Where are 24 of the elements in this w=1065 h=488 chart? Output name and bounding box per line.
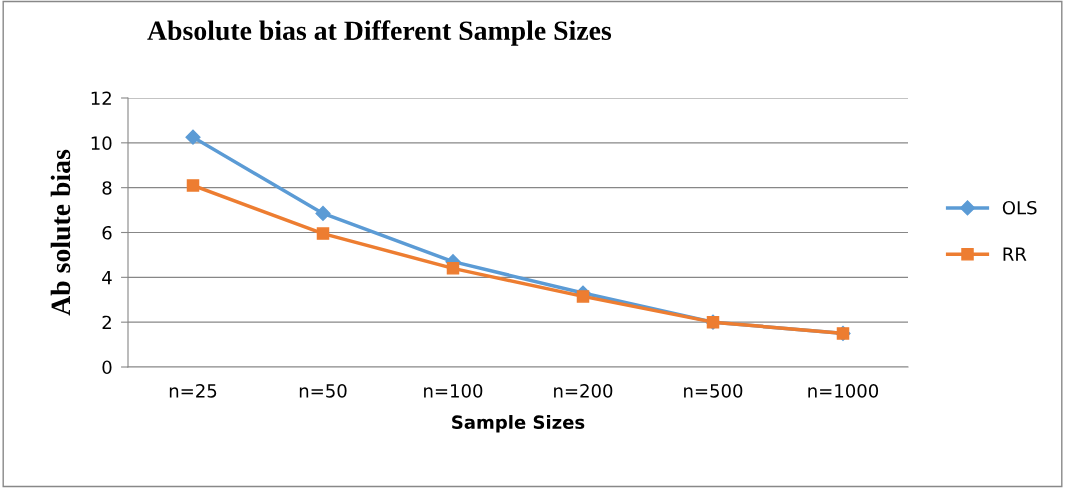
y-tick-label: 2 (102, 315, 111, 330)
point (316, 227, 330, 240)
x-tick-label: n=1000 (808, 383, 879, 398)
point (446, 262, 460, 275)
point (186, 179, 200, 192)
chart-title: Absolute bias at Different Sample Sizes (147, 20, 612, 46)
x-tick-label: n=100 (424, 383, 483, 398)
x-axis-title: Sample Sizes (452, 415, 585, 433)
point (315, 205, 331, 222)
y-tick-label: 8 (102, 181, 112, 195)
point (576, 290, 590, 303)
x-tick-label: n=500 (684, 383, 743, 398)
y-tick-label: 6 (102, 225, 112, 240)
x-tick-label: n=25 (169, 383, 217, 398)
x-tick-label: n=50 (299, 383, 347, 398)
legend-label: RR (1003, 247, 1027, 261)
y-tick-label: 0 (102, 360, 112, 375)
y-tick-label: 12 (91, 91, 111, 105)
y-tick-label: 4 (102, 271, 112, 285)
y-tick-label: 10 (91, 136, 112, 150)
y-axis-title: Ab solute bias (50, 149, 71, 316)
point (185, 129, 201, 145)
legend-label: OLS (1002, 200, 1037, 215)
x-tick-label: n=200 (554, 383, 613, 398)
